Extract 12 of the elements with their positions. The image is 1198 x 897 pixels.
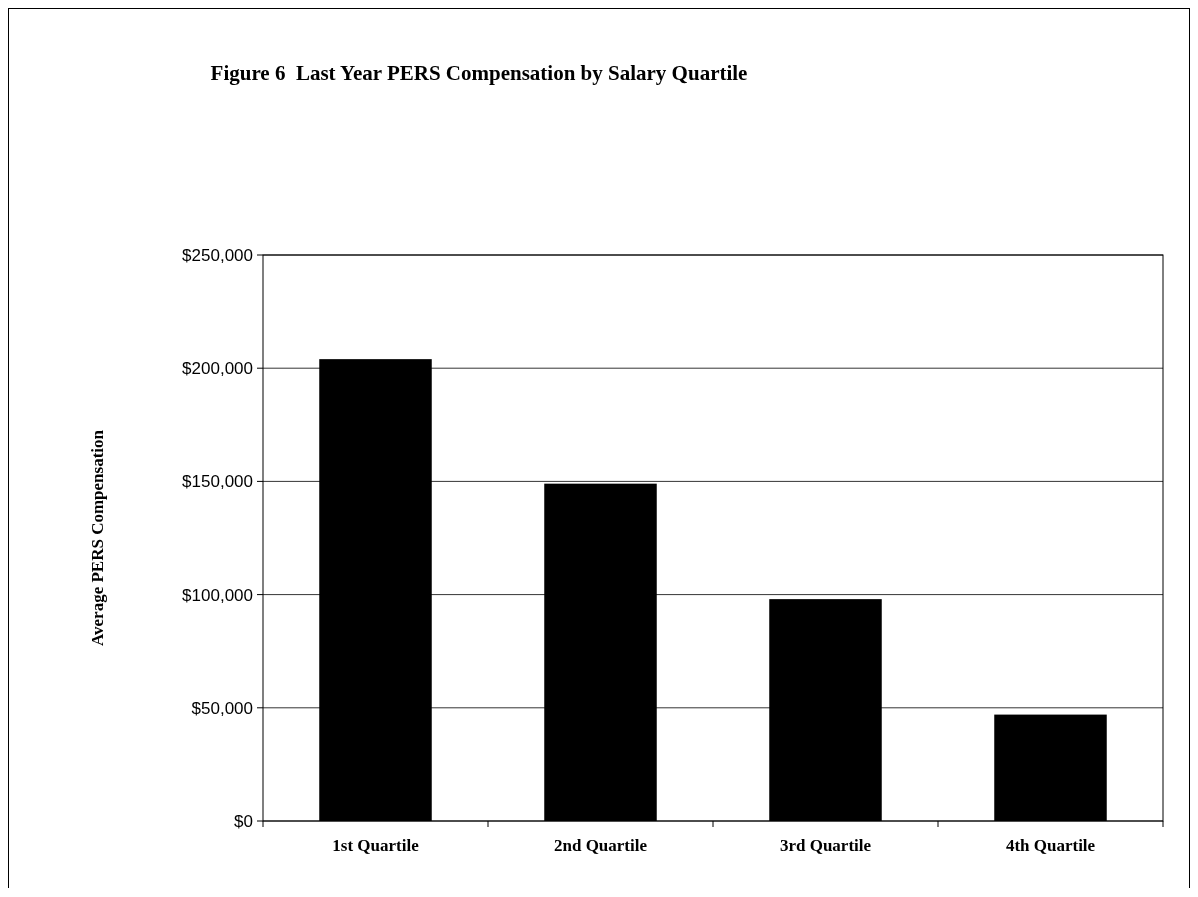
chart-title: Figure 6 Last Year PERS Compensation by Salary Quartile (210, 61, 748, 85)
x-tick-label: 3rd Quartile (779, 836, 872, 855)
y-tick-label: $150,000 (182, 472, 253, 492)
y-axis-title: Average PERS Compensation (88, 429, 107, 646)
y-tick-label: $200,000 (182, 359, 253, 379)
y-tick-label: $100,000 (182, 585, 253, 605)
x-tick-label: 1st Quartile (332, 836, 420, 855)
y-tick-label: $50,000 (191, 698, 253, 718)
x-tick-label: 2nd Quartile (553, 836, 648, 855)
y-tick-label: $250,000 (182, 245, 253, 265)
x-tick-label: 4th Quartile (1005, 836, 1096, 855)
y-tick-label: $0 (234, 811, 253, 831)
